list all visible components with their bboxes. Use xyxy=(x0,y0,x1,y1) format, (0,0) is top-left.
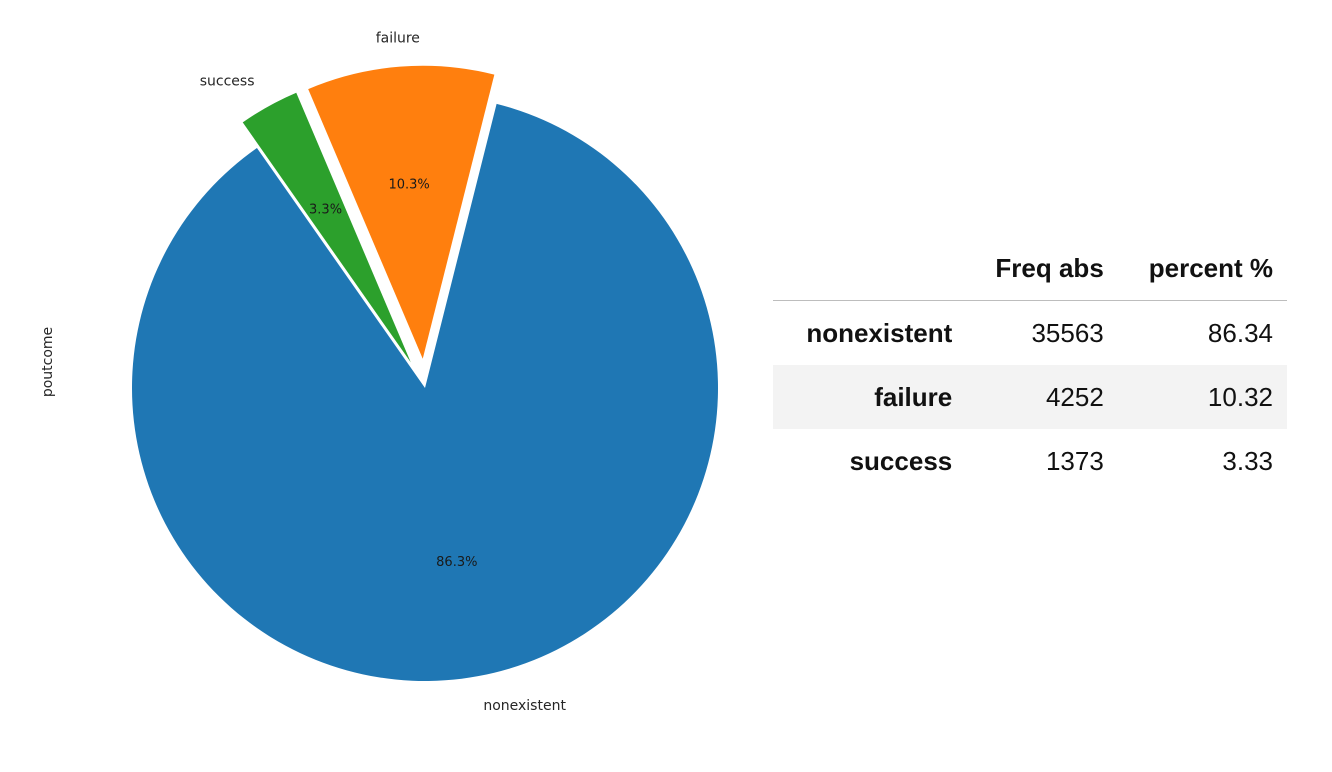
pie-label-nonexistent: nonexistent xyxy=(483,698,566,714)
freq-abs-cell: 35563 xyxy=(1031,317,1104,348)
frequency-table: Freq abs percent % nonexistent 35563 86.… xyxy=(773,236,1287,493)
pie-percent-nonexistent: 86.3% xyxy=(436,555,477,570)
column-header-freq-abs: Freq abs xyxy=(966,236,1118,301)
pie-percent-failure: 10.3% xyxy=(388,178,429,193)
table-row: nonexistent 35563 86.34 xyxy=(773,301,1287,366)
pie-chart: nonexistent86.3%failure10.3%success3.3% … xyxy=(40,30,718,714)
pie-label-success: success xyxy=(200,73,255,89)
percent-cell: 86.34 xyxy=(1207,317,1273,348)
pie-slice-success xyxy=(242,92,411,363)
pie-percent-success: 3.3% xyxy=(309,203,342,218)
pie-slice-nonexistent xyxy=(132,103,718,681)
row-label: failure xyxy=(874,381,953,412)
table-row: success 1373 3.33 xyxy=(773,429,1287,493)
row-label: success xyxy=(849,445,953,476)
row-label: nonexistent xyxy=(806,317,953,348)
column-header-percent: percent % xyxy=(1117,236,1287,301)
percent-cell: 3.33 xyxy=(1222,445,1273,476)
pie-label-failure: failure xyxy=(376,30,420,46)
table-header-row: Freq abs percent % xyxy=(773,236,1287,301)
freq-abs-cell: 4252 xyxy=(1045,381,1104,412)
table-corner-header xyxy=(773,236,967,301)
freq-abs-cell: 1373 xyxy=(1045,445,1104,476)
pie-slice-failure xyxy=(308,65,495,359)
percent-cell: 10.32 xyxy=(1207,381,1273,412)
table-row: failure 4252 10.32 xyxy=(773,365,1287,429)
y-axis-label: poutcome xyxy=(40,327,56,397)
